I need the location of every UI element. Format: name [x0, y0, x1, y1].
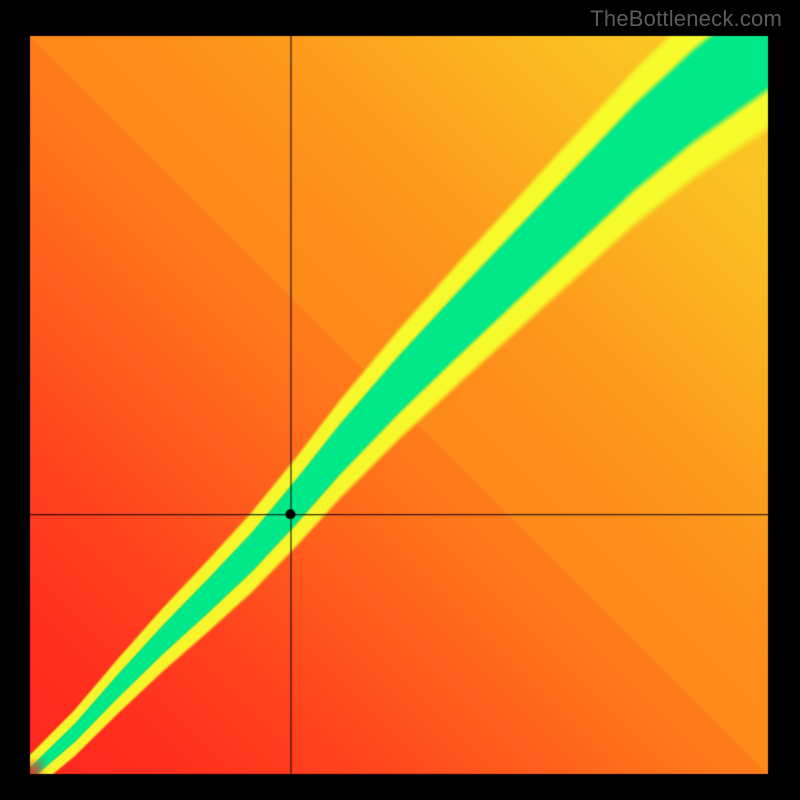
- attribution-text: TheBottleneck.com: [590, 6, 782, 32]
- bottleneck-heatmap: [0, 0, 800, 800]
